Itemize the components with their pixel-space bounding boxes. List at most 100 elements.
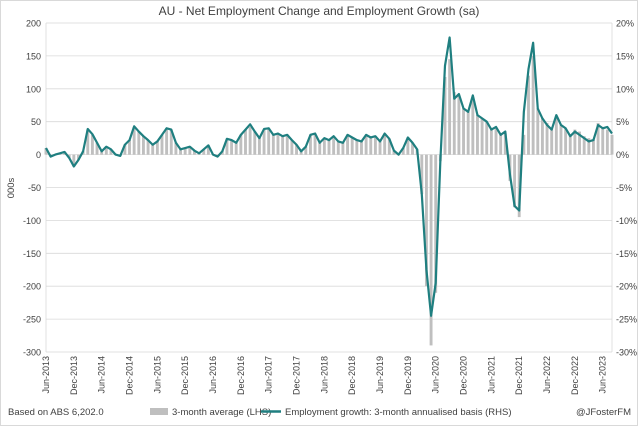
legend-line-label: Employment growth: 3-month annualised ba… — [285, 407, 512, 418]
chart-title: AU - Net Employment Change and Employmen… — [159, 4, 480, 18]
bar — [480, 118, 484, 155]
left-tick-label: -250 — [23, 315, 41, 325]
right-tick-label: -15% — [616, 249, 637, 259]
bar — [281, 136, 285, 155]
bar — [503, 133, 507, 155]
bar — [540, 118, 544, 155]
bar — [160, 134, 164, 155]
left-tick-label: 50 — [31, 117, 41, 127]
bar — [44, 148, 48, 155]
bar — [230, 140, 234, 155]
bar — [318, 142, 322, 155]
bar — [244, 129, 247, 155]
left-tick-label: -200 — [23, 282, 41, 292]
bar — [499, 134, 503, 155]
author-credit: @JFosterFM — [576, 407, 631, 418]
bar — [592, 140, 595, 155]
x-tick-label: Dec-2017 — [292, 356, 302, 395]
bar — [513, 154, 517, 208]
bar — [434, 154, 438, 293]
bar — [322, 138, 326, 155]
left-tick-label: 200 — [26, 19, 41, 29]
bar — [165, 128, 169, 155]
legend-bar-label: 3-month average (LHS) — [172, 407, 271, 418]
bar — [341, 142, 345, 155]
legend-bar-swatch — [150, 408, 168, 415]
x-tick-label: Jun-2017 — [264, 356, 274, 394]
right-tick-label: 0% — [616, 150, 629, 160]
bar — [86, 129, 90, 155]
bar — [350, 137, 354, 155]
bar — [448, 59, 452, 155]
x-tick-label: Dec-2021 — [514, 356, 524, 395]
x-tick-label: Dec-2020 — [459, 356, 469, 395]
bar — [336, 141, 340, 155]
right-tick-label: -10% — [616, 216, 637, 226]
bar — [104, 146, 108, 155]
x-tick-label: Dec-2022 — [570, 356, 580, 395]
x-tick-label: Dec-2015 — [180, 356, 190, 395]
bar — [137, 131, 141, 155]
bar — [587, 138, 591, 155]
bar — [387, 138, 391, 155]
bar — [596, 123, 600, 155]
bar — [610, 134, 614, 155]
bar-series — [44, 55, 614, 346]
bar — [332, 136, 336, 155]
x-tick-label: Jun-2016 — [208, 356, 218, 394]
bar — [109, 149, 113, 155]
bar — [132, 126, 136, 155]
source-note: Based on ABS 6,202.0 — [8, 407, 104, 418]
bar — [360, 141, 363, 155]
bar — [174, 142, 178, 155]
bar — [128, 140, 131, 155]
left-tick-label: -100 — [23, 216, 41, 226]
bar — [239, 134, 243, 155]
bar — [564, 128, 568, 155]
bar — [225, 138, 229, 155]
x-tick-label: Jun-2022 — [542, 356, 552, 394]
growth-line — [45, 36, 613, 317]
bar — [559, 124, 563, 155]
bar — [304, 146, 308, 155]
x-tick-label: Jun-2015 — [152, 356, 162, 394]
x-tick-label: Jun-2018 — [319, 356, 329, 394]
bar — [554, 116, 558, 155]
bar — [77, 154, 80, 160]
bar — [457, 95, 461, 155]
left-tick-label: -300 — [23, 348, 41, 358]
x-tick-label: Dec-2013 — [69, 356, 79, 395]
line-series — [45, 36, 613, 317]
bar — [364, 134, 368, 155]
bar — [568, 134, 572, 155]
bar — [151, 144, 155, 155]
right-tick-label: 20% — [616, 19, 634, 29]
bar — [605, 129, 609, 155]
bar — [271, 134, 275, 155]
bar — [327, 140, 331, 155]
bar — [424, 154, 428, 287]
x-tick-label: Jun-2023 — [598, 356, 608, 394]
bar — [452, 92, 456, 155]
right-tick-label: 10% — [616, 84, 634, 94]
left-tick-label: 100 — [26, 84, 41, 94]
x-tick-label: Dec-2019 — [403, 356, 413, 395]
bar — [206, 145, 210, 155]
x-tick-label: Jun-2021 — [486, 356, 496, 394]
bar — [462, 108, 465, 155]
bar — [550, 128, 554, 155]
bar — [179, 149, 182, 155]
right-tick-label: -20% — [616, 282, 637, 292]
right-tick-label: -25% — [616, 315, 637, 325]
right-tick-label: 15% — [616, 51, 634, 61]
x-tick-label: Jun-2019 — [375, 356, 385, 394]
x-tick-label: Jun-2020 — [431, 356, 441, 394]
x-tick-label: Dec-2018 — [347, 356, 357, 395]
bar — [527, 75, 530, 155]
bar — [578, 131, 581, 155]
bar — [420, 154, 424, 195]
bar — [517, 154, 521, 218]
bar — [253, 131, 257, 155]
bar — [485, 121, 489, 155]
